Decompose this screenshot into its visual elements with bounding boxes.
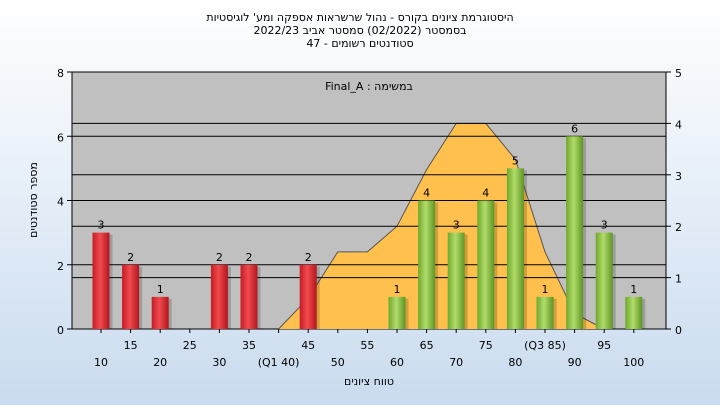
x-tick-label: 55 bbox=[360, 339, 374, 352]
bar-value-label: 4 bbox=[423, 187, 430, 200]
bar bbox=[210, 264, 228, 329]
bar-value-label: 2 bbox=[305, 251, 312, 264]
y-tick-label: 2 bbox=[57, 260, 64, 273]
x-tick-label: 60 bbox=[390, 356, 404, 369]
y-tick-label: 8 bbox=[57, 67, 64, 80]
bars bbox=[92, 136, 646, 329]
bar bbox=[92, 232, 110, 329]
bar bbox=[595, 232, 613, 329]
bar bbox=[536, 296, 554, 329]
y2-tick-label: 4 bbox=[675, 118, 682, 131]
x-tick-label: 65 bbox=[420, 339, 434, 352]
x-tick-label: 35 bbox=[242, 339, 256, 352]
x-tick-label: 70 bbox=[449, 356, 463, 369]
chart-title-line-2: בסמסטר (02/2022) סמסטר אביב 2022/23 bbox=[253, 24, 466, 37]
x-tick-label: 90 bbox=[568, 356, 582, 369]
x-tick-label: 20 bbox=[153, 356, 167, 369]
y2-tick-label: 2 bbox=[675, 221, 682, 234]
bar-value-label: 6 bbox=[571, 122, 578, 135]
bar bbox=[625, 296, 643, 329]
x-tick-label: 50 bbox=[331, 356, 345, 369]
bar-value-label: 1 bbox=[394, 283, 401, 296]
bar bbox=[388, 296, 406, 329]
bar bbox=[566, 136, 584, 329]
y2-tick-label: 3 bbox=[675, 170, 682, 183]
bar-value-label: 2 bbox=[216, 251, 223, 264]
bar-value-label: 4 bbox=[482, 187, 489, 200]
bar bbox=[299, 264, 317, 329]
bar bbox=[240, 264, 258, 329]
chart-title-line-1: היסטוגרמת ציונים בקורס - נהול שרשראות אס… bbox=[206, 11, 513, 24]
x-tick-label: 80 bbox=[508, 356, 522, 369]
x-tick-label: (Q3 85) bbox=[524, 339, 566, 352]
x-tick-label: 45 bbox=[301, 339, 315, 352]
y2-tick-label: 1 bbox=[675, 273, 682, 286]
bar-value-label: 1 bbox=[542, 283, 549, 296]
bar-value-label: 5 bbox=[512, 154, 519, 167]
bar bbox=[477, 200, 495, 329]
y-tick-label: 0 bbox=[57, 324, 64, 337]
bar-value-label: 3 bbox=[601, 219, 608, 232]
x-tick-label: 30 bbox=[212, 356, 226, 369]
x-tick-label: 75 bbox=[479, 339, 493, 352]
bar-value-label: 3 bbox=[98, 219, 105, 232]
bar bbox=[151, 296, 169, 329]
y2-axis-ticks: 0 1 2 3 4 5 bbox=[666, 67, 682, 337]
bar bbox=[447, 232, 465, 329]
x-tick-label: 10 bbox=[94, 356, 108, 369]
bar bbox=[122, 264, 140, 329]
y2-tick-label: 5 bbox=[675, 67, 682, 80]
bar-value-label: 1 bbox=[157, 283, 164, 296]
curve-outline bbox=[278, 122, 605, 330]
x-tick-label: 15 bbox=[124, 339, 138, 352]
bar-labels: 3 2 1 2 2 2 1 4 3 4 5 1 6 3 1 bbox=[98, 122, 638, 296]
y-tick-label: 6 bbox=[57, 131, 64, 144]
bar bbox=[506, 168, 524, 329]
bar-value-label: 2 bbox=[246, 251, 253, 264]
x-axis-ticks: 10 15 20 25 30 35(Q1 40)45 50 55 60 65 70 75 80(Q3 8… bbox=[94, 329, 644, 369]
x-axis-label: טווח ציונים bbox=[344, 375, 394, 388]
chart-annotation: במשימה : Final_A bbox=[325, 80, 413, 93]
y2-tick-label: 0 bbox=[675, 324, 682, 337]
x-tick-label: 100 bbox=[623, 356, 644, 369]
x-tick-label: 25 bbox=[183, 339, 197, 352]
x-tick-label: (Q1 40) bbox=[258, 356, 300, 369]
bar-value-label: 3 bbox=[453, 219, 460, 232]
bar-value-label: 1 bbox=[630, 283, 637, 296]
y-tick-label: 4 bbox=[57, 196, 64, 209]
y-axis-label: מספר סטודנטים bbox=[27, 162, 40, 238]
y-axis-ticks: 0 2 4 6 8 bbox=[57, 67, 72, 337]
bar-value-label: 2 bbox=[127, 251, 134, 264]
x-tick-label: 95 bbox=[597, 339, 611, 352]
bar bbox=[418, 200, 436, 329]
chart-title-line-3: סטודנטים רשומים - 47 bbox=[306, 37, 413, 50]
